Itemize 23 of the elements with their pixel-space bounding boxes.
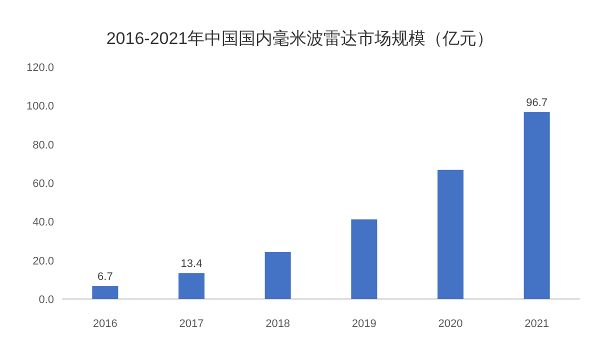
x-tick-label: 2016 bbox=[92, 318, 118, 330]
x-tick-label: 2020 bbox=[438, 318, 463, 330]
bar bbox=[524, 112, 550, 299]
x-tick-label: 2018 bbox=[266, 318, 290, 330]
data-label: 13.4 bbox=[180, 258, 202, 270]
bar bbox=[438, 170, 464, 299]
y-tick-label: 20.0 bbox=[32, 255, 54, 268]
y-tick-label: 60.0 bbox=[32, 178, 54, 190]
y-tick-label: 100.0 bbox=[26, 100, 54, 113]
bar bbox=[178, 273, 204, 299]
y-tick-label: 80.0 bbox=[32, 139, 54, 152]
x-tick-label: 2017 bbox=[179, 318, 204, 330]
chart-title: 2016-2021年中国国内毫米波雷达市场规模（亿元） bbox=[106, 29, 494, 48]
y-tick-label: 120.0 bbox=[26, 62, 54, 74]
x-tick-label: 2021 bbox=[524, 318, 550, 330]
y-tick-label: 40.0 bbox=[32, 216, 54, 229]
bar bbox=[351, 219, 378, 299]
x-tick-label: 2019 bbox=[352, 318, 376, 330]
y-tick-label: 0.0 bbox=[38, 294, 54, 306]
bar bbox=[264, 252, 291, 299]
bar bbox=[92, 286, 118, 299]
data-label: 96.7 bbox=[526, 97, 548, 110]
data-label: 6.7 bbox=[98, 271, 113, 284]
